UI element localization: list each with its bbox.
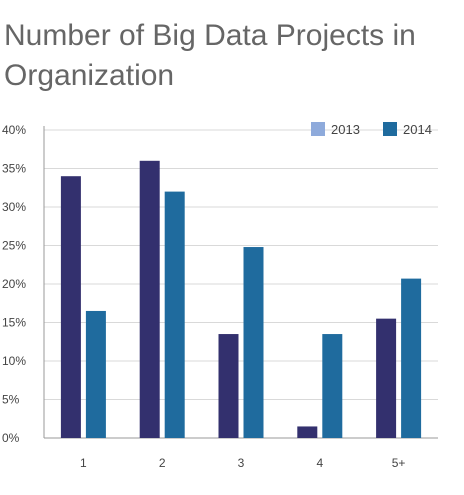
bar-2014-2 xyxy=(164,191,185,438)
x-tick-label: 4 xyxy=(316,456,323,470)
y-tick-label: 35% xyxy=(2,162,26,176)
y-tick-label: 15% xyxy=(2,316,26,330)
grid-lines xyxy=(44,129,438,400)
bar-2013-1 xyxy=(60,176,81,438)
bar-2014-5+ xyxy=(401,278,422,438)
x-tick-label: 1 xyxy=(80,456,87,470)
chart-title: Number of Big Data Projects in Organizat… xyxy=(4,19,416,92)
bars xyxy=(60,160,422,439)
y-tick-label: 30% xyxy=(2,200,26,214)
x-tick-label: 2 xyxy=(159,456,166,470)
bar-2013-3 xyxy=(218,334,239,438)
legend: 2013 2014 xyxy=(311,122,432,137)
legend-swatch-2014 xyxy=(383,122,397,136)
bar-2014-4 xyxy=(322,334,343,438)
bar-2014-1 xyxy=(85,310,106,438)
legend-label-2013: 2013 xyxy=(331,122,360,137)
y-tick-label: 0% xyxy=(2,431,20,445)
x-tick-labels: 1 2 3 4 5+ xyxy=(80,456,405,470)
axes xyxy=(43,126,438,439)
legend-swatch-2013 xyxy=(311,122,325,136)
bar-2013-2 xyxy=(139,160,160,439)
bar-2013-4 xyxy=(297,426,318,438)
y-tick-label: 40% xyxy=(2,123,26,137)
bar-2014-3 xyxy=(243,247,264,438)
x-tick-label: 5+ xyxy=(392,456,406,470)
y-tick-labels: 0% 5% 10% 15% 20% 25% 30% 35% 40% xyxy=(2,123,26,445)
y-tick-label: 10% xyxy=(2,354,26,368)
y-tick-label: 25% xyxy=(2,239,26,253)
legend-label-2014: 2014 xyxy=(403,122,432,137)
y-tick-label: 20% xyxy=(2,277,26,291)
bar-2013-5+ xyxy=(376,318,397,438)
y-tick-label: 5% xyxy=(2,393,20,407)
x-tick-label: 3 xyxy=(238,456,245,470)
